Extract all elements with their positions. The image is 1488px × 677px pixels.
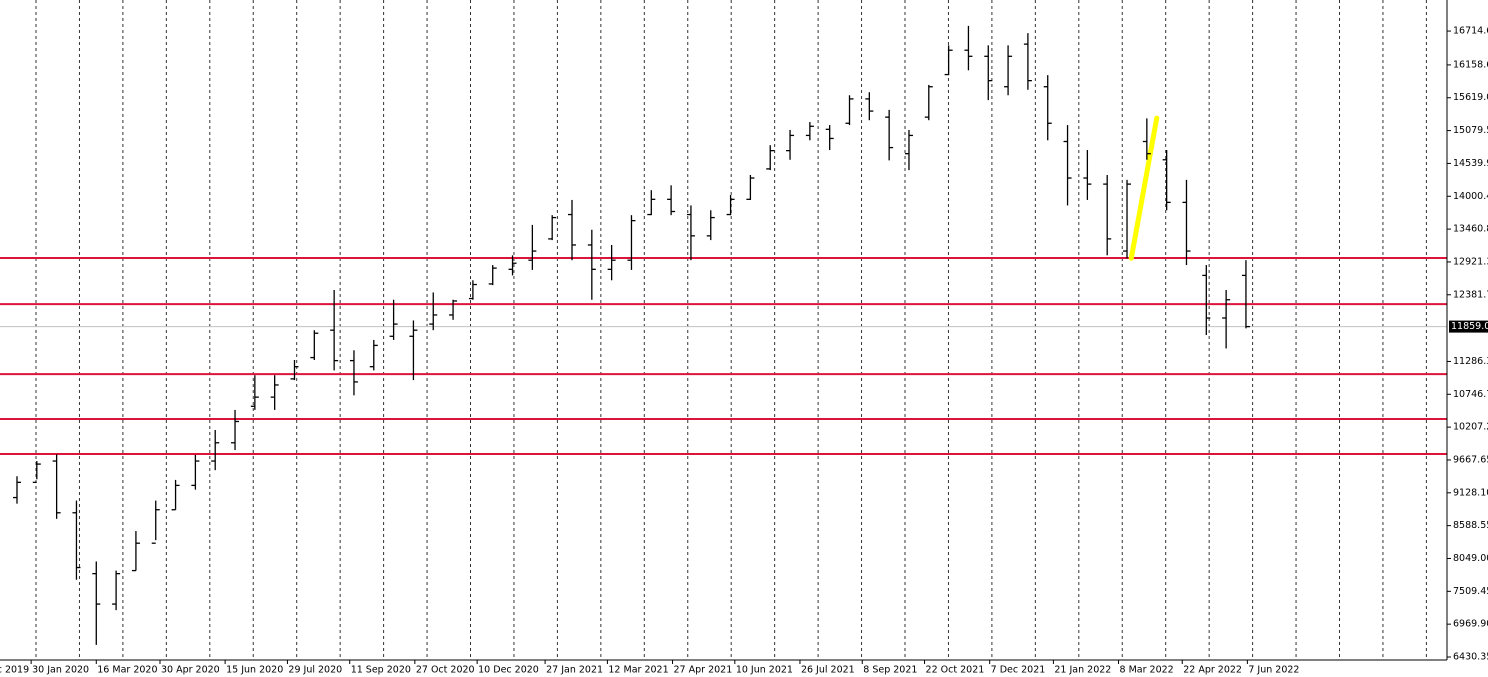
y-tick-label: 15619.05	[1453, 92, 1488, 103]
x-tick-label: 26 Jul 2021	[801, 665, 855, 676]
x-tick-label: 30 Apr 2020	[161, 665, 220, 676]
price-label: 11859.00	[1451, 321, 1488, 332]
x-tick-label: 8 Mar 2022	[1120, 665, 1174, 676]
y-tick-label: 15079.50	[1453, 125, 1488, 136]
price-label-box	[1449, 320, 1488, 333]
x-tick-label: 29 Jul 2020	[288, 665, 342, 676]
grid-layer	[35, 0, 1427, 660]
y-tick-label: 10746.75	[1453, 389, 1488, 400]
y-tick-label: 13460.85	[1453, 224, 1488, 235]
y-tick-label: 12921.30	[1453, 256, 1488, 267]
x-tick-label: 27 Apr 2021	[674, 665, 733, 676]
y-tick-label: 6430.35	[1453, 651, 1488, 662]
x-tick-label: 7 Dec 2021	[991, 665, 1046, 676]
bars-layer	[12, 25, 1250, 645]
y-tick-label: 9667.65	[1453, 454, 1488, 465]
highlight-line	[1128, 115, 1160, 261]
x-tick-label: 7 Jun 2022	[1248, 665, 1299, 676]
levels-layer	[0, 115, 1447, 456]
y-tick-label: 8049.00	[1453, 553, 1488, 564]
y-tick-label: 14539.95	[1453, 158, 1488, 169]
y-tick-label: 10207.20	[1453, 422, 1488, 433]
x-tick-label: 30 Jan 2020	[32, 665, 89, 676]
y-tick-label: 16714.60	[1453, 26, 1488, 37]
x-tick-label: 10 Jun 2021	[736, 665, 793, 676]
y-tick-label: 7509.45	[1453, 586, 1488, 597]
y-tick-label: 6969.90	[1453, 619, 1488, 630]
x-tick-label: 16 Mar 2020	[97, 665, 157, 676]
y-tick-label: 9128.10	[1453, 487, 1488, 498]
x-tick-label: 12 Mar 2021	[608, 665, 668, 676]
x-tick-label: 22 Apr 2022	[1183, 665, 1242, 676]
y-tick-label: 16158.60	[1453, 59, 1488, 70]
x-tick-label: 27 Oct 2020	[416, 665, 475, 676]
y-tick-label: 12381.75	[1453, 289, 1488, 300]
x-tick-label: 22 Oct 2021	[926, 665, 985, 676]
x-tick-label: 16 Dec 2019	[0, 665, 29, 676]
x-tick-label: 11 Sep 2020	[351, 665, 411, 676]
x-tick-label: 27 Jan 2021	[546, 665, 603, 676]
y-tick-label: 14000.40	[1453, 191, 1488, 202]
x-tick-label: 10 Dec 2020	[478, 665, 539, 676]
x-tick-label: 8 Sep 2021	[863, 665, 917, 676]
y-tick-label: 8588.55	[1453, 520, 1488, 531]
x-tick-label: 21 Jan 2022	[1054, 665, 1111, 676]
y-tick-label: 11286.30	[1453, 356, 1488, 367]
x-tick-label: 15 Jun 2020	[226, 665, 283, 676]
